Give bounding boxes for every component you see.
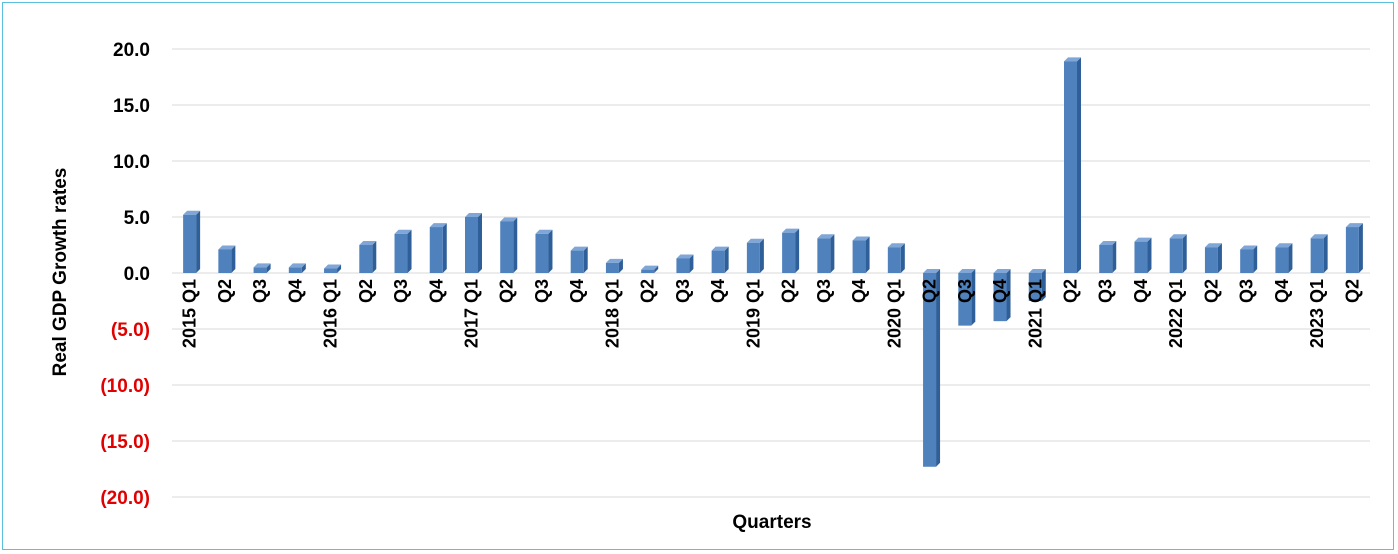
bar: [852, 236, 870, 273]
x-tick-label: 2022 Q1: [1166, 279, 1186, 348]
x-tick-label: Q3: [673, 279, 693, 303]
bar: [324, 264, 342, 273]
bar: [1134, 237, 1152, 273]
x-tick-label: 2018 Q1: [602, 279, 622, 348]
x-tick-label: 2021 Q1: [1025, 279, 1045, 348]
x-tick-label: Q4: [990, 279, 1010, 303]
x-tick-label: Q2: [638, 279, 658, 303]
x-tick-label: Q4: [1131, 279, 1151, 303]
x-tick-label: Q2: [497, 279, 517, 303]
bar: [1345, 223, 1363, 273]
bar: [782, 228, 800, 273]
x-tick-label: Q4: [285, 279, 305, 303]
x-tick-label: Q3: [814, 279, 834, 303]
x-tick-label: 2017 Q1: [462, 279, 482, 348]
y-tick-label: 0.0: [124, 264, 150, 285]
bar: [218, 245, 236, 273]
bar: [288, 263, 306, 273]
bar: [1099, 241, 1117, 273]
x-tick-label: Q3: [391, 279, 411, 303]
x-tick-label: 2019 Q1: [743, 279, 763, 348]
bar: [394, 229, 412, 273]
bar: [1028, 269, 1046, 301]
y-axis-ticks: 20.0 15.0 10.0 5.0 0.0 (5.0) (10.0) (15.0) (20.0…: [100, 40, 150, 509]
x-tick-label: Q3: [532, 279, 552, 303]
bars: [183, 57, 1363, 467]
y-tick-label: 10.0: [113, 152, 150, 173]
y-tick-label: (10.0): [100, 376, 150, 397]
bar: [993, 269, 1011, 322]
bar: [535, 229, 553, 273]
x-tick-label: Q2: [1061, 279, 1081, 303]
x-tick-label: Q4: [708, 279, 728, 303]
bar: [958, 269, 976, 326]
bar: [923, 269, 941, 467]
x-tick-label: Q2: [1342, 279, 1362, 303]
bar: [359, 241, 377, 273]
y-tick-label: 5.0: [124, 208, 150, 229]
bar: [711, 246, 729, 273]
x-tick-label: Q3: [250, 279, 270, 303]
x-tick-label: Q2: [356, 279, 376, 303]
bar: [1275, 243, 1293, 273]
y-tick-label: (5.0): [111, 320, 150, 341]
x-tick-label: Q4: [567, 279, 587, 303]
x-tick-label: 2015 Q1: [180, 279, 200, 348]
bar: [1169, 234, 1187, 273]
x-tick-label: Q2: [1201, 279, 1221, 303]
bar: [570, 246, 588, 273]
bar: [605, 258, 623, 273]
x-tick-label: Q4: [849, 279, 869, 303]
x-tick-label: 2023 Q1: [1307, 279, 1327, 348]
y-tick-label: (20.0): [100, 488, 150, 509]
x-tick-label: Q2: [779, 279, 799, 303]
bar: [500, 217, 518, 273]
y-axis-title: Real GDP Growth rates: [50, 168, 71, 377]
x-tick-label: Q2: [920, 279, 940, 303]
x-tick-label: Q4: [1272, 279, 1292, 303]
bar: [1240, 245, 1258, 273]
bar: [676, 254, 694, 273]
x-tick-label: Q3: [1237, 279, 1257, 303]
bar: [183, 210, 201, 273]
bar: [253, 263, 271, 273]
x-tick-label: 2020 Q1: [884, 279, 904, 348]
gridlines: [172, 48, 1370, 498]
x-tick-label: Q3: [1096, 279, 1116, 303]
x-tick-label: Q3: [955, 279, 975, 303]
x-tick-label: 2016 Q1: [321, 279, 341, 348]
x-tick-label: Q4: [426, 279, 446, 303]
x-tick-label: Q2: [215, 279, 235, 303]
bar: [887, 243, 905, 273]
y-tick-label: (15.0): [100, 432, 150, 453]
bar: [746, 238, 764, 273]
bar: [817, 234, 835, 273]
x-axis-title: Quarters: [732, 512, 811, 533]
bar: [465, 213, 482, 273]
y-tick-label: 20.0: [113, 40, 150, 61]
bar: [641, 265, 659, 273]
y-tick-label: 15.0: [113, 96, 150, 117]
bar: [1204, 243, 1222, 273]
bar: [1310, 234, 1328, 273]
x-axis-ticks: 2015 Q1 Q2 Q3 Q4 2016 Q1 Q2 Q3 Q4 2017 Q1 Q2 Q3 Q4 2…: [180, 279, 1363, 348]
bar: [429, 223, 447, 273]
bar: [1064, 57, 1081, 273]
